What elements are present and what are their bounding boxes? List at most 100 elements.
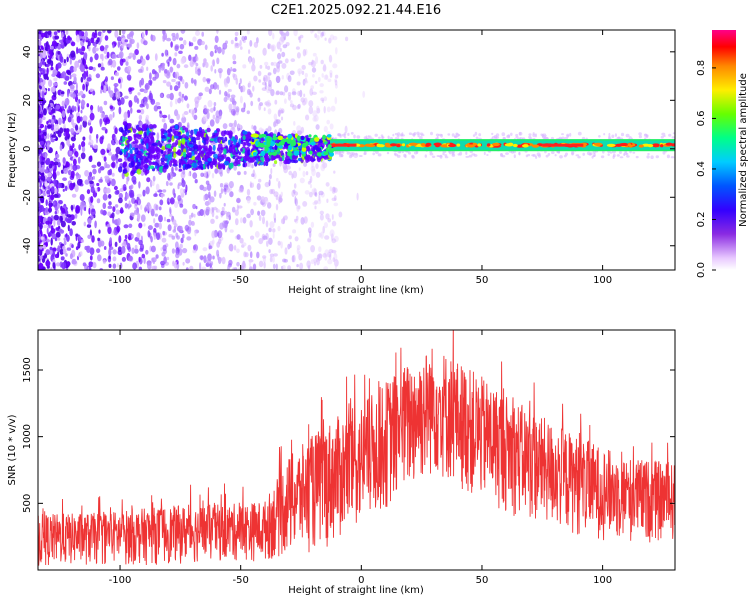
spectrogram-speck xyxy=(253,125,257,131)
spectrogram-speck xyxy=(83,221,87,227)
spectrogram-speck xyxy=(210,261,214,266)
spectrogram-speck xyxy=(148,124,154,130)
spectrogram-speck xyxy=(324,235,330,240)
spectrogram-speck xyxy=(188,134,193,138)
spectrogram-speck xyxy=(100,85,104,91)
spectrogram-speck xyxy=(57,62,62,69)
spectrogram-speck xyxy=(323,266,329,270)
spectrogram-speck xyxy=(225,130,230,136)
spectrogram-speck xyxy=(319,83,324,88)
spectrogram-speck xyxy=(285,165,291,170)
spectrogram-speck xyxy=(51,40,57,48)
spectrogram-speck xyxy=(161,52,164,57)
spectrogram-speck xyxy=(38,134,42,140)
spectrogram-speck xyxy=(232,73,235,78)
spectrogram-speck xyxy=(212,144,216,152)
spectrogram-speck xyxy=(131,234,134,239)
spectrogram-speck xyxy=(86,245,91,253)
spectrogram-speck xyxy=(201,129,205,133)
spectrogram-speck xyxy=(107,30,112,34)
spectrogram-speck xyxy=(233,165,238,171)
spectrogram-speck xyxy=(89,255,93,261)
spectrogram-speck xyxy=(108,255,111,260)
spectrogram-speck xyxy=(119,150,122,156)
spectrogram-speck xyxy=(264,181,270,188)
spectrogram-speck xyxy=(233,245,237,251)
spectrogram-speck xyxy=(609,151,613,154)
spectrogram-speck xyxy=(171,135,175,142)
spectrogram-speck xyxy=(288,170,293,176)
spectrogram-speck xyxy=(142,189,146,197)
spectrogram-speck xyxy=(200,150,204,158)
spectrogram-speck xyxy=(124,234,128,240)
spectrogram-speck xyxy=(257,141,261,147)
spectrogram-speck xyxy=(55,153,60,159)
spectrogram-speck xyxy=(317,30,321,34)
colorbar-label: Normalized spectral amplitude xyxy=(738,73,749,227)
colorbar-tick-label: 0.4 xyxy=(696,161,707,177)
spectrogram-speck xyxy=(251,148,255,152)
spectrogram-speck xyxy=(108,194,112,199)
spectrogram-speck xyxy=(163,256,167,264)
spectrogram-speck xyxy=(139,243,145,251)
spectrogram-speck xyxy=(39,255,43,260)
spectrogram-speck xyxy=(250,208,255,216)
spectrogram-speck xyxy=(263,261,266,269)
spectrogram-speck xyxy=(123,224,129,229)
spectrogram-speck xyxy=(76,46,79,55)
spectrogram-speck xyxy=(214,168,219,174)
spectrogram-speck xyxy=(155,204,159,211)
spectrogram-speck xyxy=(172,146,177,153)
spectrogram-speck xyxy=(263,161,267,166)
spectrogram-speck xyxy=(347,132,350,136)
spectrogram-speck xyxy=(302,49,307,57)
spectrogram-speck xyxy=(180,127,183,131)
spectrogram-speck xyxy=(299,177,305,184)
spectrogram-speck xyxy=(46,63,50,68)
spectrogram-speck xyxy=(145,204,149,210)
spectrogram-speck xyxy=(638,132,642,136)
spectrogram-speck xyxy=(311,91,317,96)
spectrogram-speck xyxy=(262,216,265,225)
spectrogram-speck xyxy=(218,147,223,154)
spectrogram-speck xyxy=(81,36,86,40)
spectrogram-band-core xyxy=(376,143,381,147)
spectrogram-speck xyxy=(48,163,53,169)
spectrogram-speck xyxy=(70,50,76,58)
spectrogram-speck xyxy=(128,189,133,197)
spectrogram-speck xyxy=(180,57,185,65)
spectrogram-speck xyxy=(275,263,278,270)
spectrogram-band-core xyxy=(466,143,470,147)
spectrogram-speck xyxy=(313,192,317,196)
spectrogram-speck xyxy=(214,35,219,43)
spectrogram-speck xyxy=(308,106,314,115)
spectrogram-speck xyxy=(547,152,551,156)
spectrogram-speck xyxy=(268,237,273,245)
spectrogram-speck xyxy=(151,180,155,187)
snr-y-tick-label: 1000 xyxy=(22,424,33,449)
spectrogram-speck xyxy=(169,85,173,91)
spectrogram-speck xyxy=(277,240,281,246)
spectrogram-speck xyxy=(478,133,482,137)
spectrogram-speck xyxy=(474,131,478,136)
spectrogram-speck xyxy=(60,91,65,95)
spectrogram-speck xyxy=(200,40,205,46)
spectrogram-speck xyxy=(87,266,90,270)
spectrogram-speck xyxy=(294,196,297,204)
spectrogram-speck xyxy=(340,153,344,158)
spectrogram-speck xyxy=(185,258,191,264)
spectrogram-speck xyxy=(54,35,60,40)
spectrogram-speck xyxy=(38,92,41,98)
spectrogram-speck xyxy=(317,253,323,261)
spectrogram-speck xyxy=(197,160,203,166)
spectrogram-speck xyxy=(320,192,325,198)
spectrogram-speck xyxy=(216,57,220,65)
spectrogram-speck xyxy=(118,127,124,133)
spectrogram-speck xyxy=(251,173,255,177)
spectrogram-speck xyxy=(268,227,272,233)
spectrogram-speck xyxy=(48,106,52,113)
spectrogram-speck xyxy=(122,161,128,168)
spectrogram-speck xyxy=(46,67,49,76)
spectrogram-speck xyxy=(309,175,313,184)
spectrogram-speck xyxy=(138,114,143,121)
